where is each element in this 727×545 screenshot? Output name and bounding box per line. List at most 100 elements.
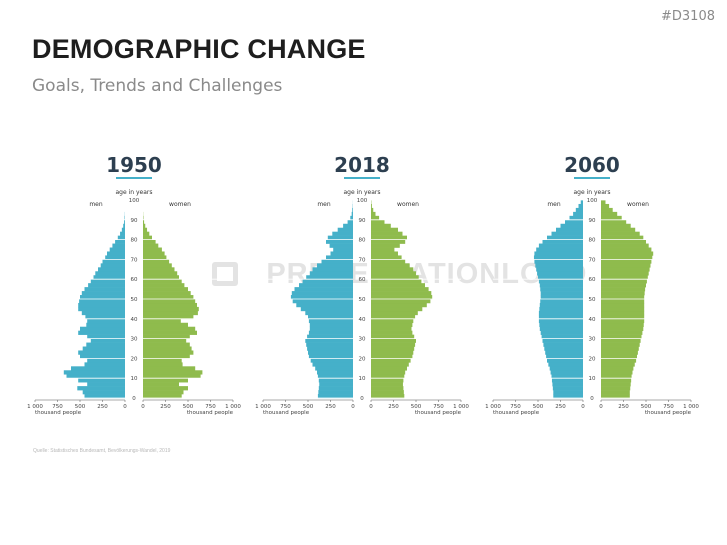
women-bar (371, 382, 403, 387)
women-bar (601, 346, 639, 351)
age-tick-label: 40 (359, 317, 366, 323)
men-bar (63, 370, 125, 375)
men-bar (544, 346, 583, 351)
men-bar (552, 386, 583, 391)
women-bar (143, 358, 182, 363)
women-bar (601, 354, 637, 359)
women-bar (601, 299, 645, 304)
women-bar (371, 346, 415, 351)
men-bar (540, 295, 583, 300)
women-bar (371, 342, 416, 347)
men-bar (93, 275, 125, 280)
men-bar (573, 211, 583, 217)
women-bar (371, 247, 395, 252)
men-bar (540, 299, 583, 304)
men-bar (87, 382, 125, 387)
x-axis-label-men: thousand people (263, 410, 310, 416)
men-bar (565, 219, 583, 225)
men-bar (78, 330, 125, 335)
women-bar (371, 227, 398, 232)
source-note: Quelle: Statistisches Bundesamt, Bevölke… (33, 448, 171, 454)
men-bar (308, 354, 353, 359)
men-bar (309, 326, 353, 331)
women-bar (143, 275, 179, 280)
women-bar (371, 255, 402, 260)
men-bar (315, 366, 353, 371)
men-bar (533, 255, 583, 260)
women-bar (143, 342, 190, 347)
women-bar (601, 239, 646, 244)
men-bar (100, 263, 125, 268)
men-bar (547, 235, 583, 240)
age-tick-label: 0 (590, 396, 594, 402)
women-bar (601, 215, 622, 221)
men-bar (90, 338, 125, 343)
men-bar (534, 259, 583, 264)
women-bar (601, 374, 632, 379)
men-bar (552, 382, 583, 387)
women-bar (601, 322, 644, 328)
men-bar (536, 247, 583, 252)
men-bar (117, 235, 125, 240)
women-bar (371, 215, 380, 221)
women-bar (143, 251, 165, 256)
men-bar (306, 342, 353, 347)
men-bar (81, 310, 125, 316)
men-bar (309, 322, 353, 328)
men-bar (307, 346, 353, 351)
women-bar (601, 314, 645, 320)
women-bar (371, 334, 415, 339)
x-tick-label-women: 500 (183, 404, 194, 410)
men-bar (302, 279, 353, 284)
men-bar (87, 318, 125, 324)
men-bar (569, 215, 583, 221)
women-bar (601, 338, 641, 343)
x-axis-label-men: thousand people (35, 410, 82, 416)
men-bar (539, 283, 583, 288)
men-bar (318, 386, 353, 391)
x-tick-label-men: 1 000 (27, 404, 43, 410)
men-bar (542, 239, 583, 244)
age-tick-label: 30 (589, 337, 596, 343)
men-bar (308, 330, 353, 335)
men-bar (105, 255, 125, 260)
age-tick-label: 70 (589, 257, 596, 263)
women-bar (601, 243, 649, 248)
women-bar (601, 267, 650, 272)
men-bar (551, 374, 583, 379)
women-bar (371, 370, 406, 375)
women-bar (371, 299, 431, 304)
age-tick-label: 90 (359, 218, 366, 224)
men-bar (547, 358, 583, 363)
page-subtitle: Goals, Trends and Challenges (32, 76, 283, 96)
men-bar (80, 295, 125, 300)
men-bar (82, 390, 125, 395)
women-bar (371, 211, 376, 217)
women-bar (371, 374, 405, 379)
slide-id: #D3108 (661, 9, 715, 24)
women-bar (601, 235, 644, 240)
x-tick-label-women: 1 000 (683, 404, 699, 410)
women-bar (601, 203, 610, 209)
x-tick-label-men: 750 (510, 404, 521, 410)
women-bar (143, 386, 188, 391)
men-label: men (547, 201, 561, 208)
women-bar (371, 267, 414, 272)
age-axis-label: age in years (116, 189, 153, 196)
men-bar (78, 306, 125, 312)
pyramid-2060: 2060 age in years men women 0 10 20 30 40 50 60 70 8… (485, 153, 699, 416)
men-bar (109, 247, 125, 252)
men-bar (326, 255, 353, 260)
women-label: women (627, 201, 649, 208)
women-bar (143, 334, 190, 339)
men-bar (306, 275, 353, 280)
men-bar (305, 310, 353, 316)
men-bar (319, 382, 353, 387)
men-bar (543, 342, 583, 347)
women-bar (601, 223, 631, 229)
pyramid-1950: 1950 age in years men women 0 10 20 30 40 50 60 70 8… (27, 153, 241, 416)
men-bar (317, 370, 353, 375)
age-tick-label: 70 (131, 257, 138, 263)
women-bar (371, 231, 403, 236)
men-bar (309, 271, 353, 276)
